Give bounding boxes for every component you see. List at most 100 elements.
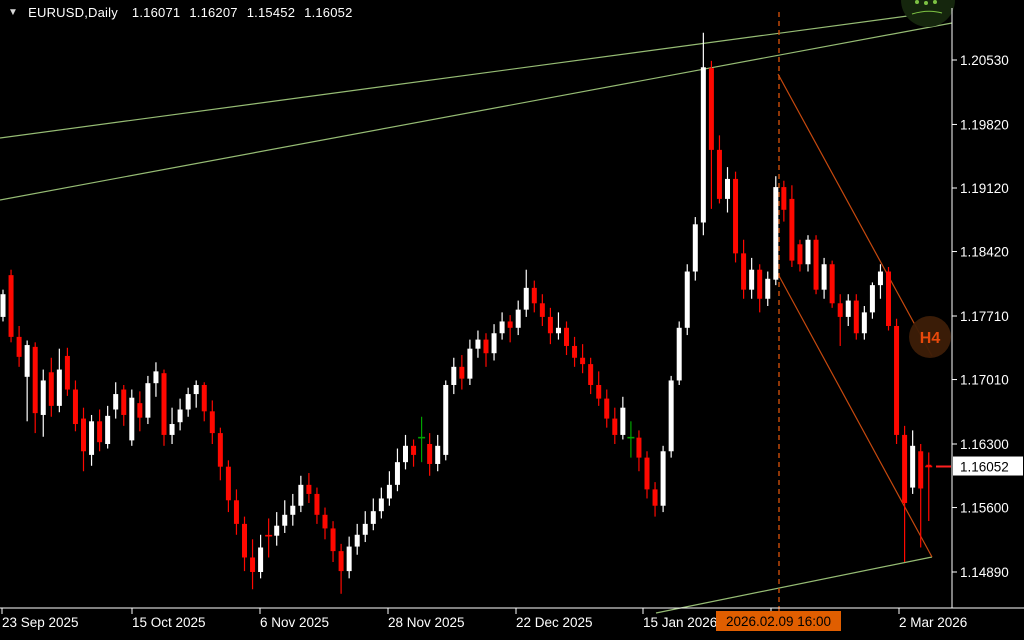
candle-body (829, 264, 835, 304)
candle-body (644, 457, 650, 490)
candle-body (902, 434, 908, 504)
chart-symbol-period: EURUSD,Daily (28, 5, 118, 20)
time-axis-label: 6 Nov 2025 (260, 615, 329, 630)
candle-body (604, 398, 610, 419)
candle-body (588, 364, 594, 385)
candle-body (443, 384, 449, 455)
price-axis-label: 1.19820 (960, 117, 1009, 132)
ohlc-open: 1.16071 (131, 5, 181, 20)
candle-body (805, 239, 811, 265)
candle-body (322, 514, 328, 529)
candle-body (427, 444, 433, 464)
candle-body (233, 500, 239, 524)
ohlc-low: 1.15452 (246, 5, 296, 20)
price-axis-label: 1.19120 (960, 181, 1009, 196)
candle-body (411, 445, 417, 455)
green-channel-lower-line[interactable] (0, 22, 953, 201)
ohlc-high: 1.16207 (189, 5, 238, 20)
green-support-line[interactable] (655, 556, 933, 614)
red-channel-lower-line[interactable] (777, 273, 933, 558)
candle-body (781, 187, 787, 210)
chart-menu-arrow-icon[interactable]: ▼ (8, 6, 19, 18)
current-price-box (953, 456, 1023, 476)
candle-body (153, 371, 159, 384)
current-price-label: 1.16052 (960, 460, 1009, 475)
candle-body (242, 523, 247, 558)
watermark-logo-dot-icon (924, 1, 928, 5)
candle-body (193, 384, 199, 395)
candle-body (894, 325, 900, 435)
candle-body (137, 403, 143, 418)
candle-body (676, 327, 682, 381)
candle-body (225, 466, 231, 501)
h4-timeframe-badge[interactable] (909, 316, 951, 358)
candle-body (354, 534, 360, 547)
candle-body (773, 187, 779, 280)
candle-body (547, 316, 553, 334)
price-axis-label: 1.17010 (960, 373, 1009, 388)
candle-body (797, 244, 803, 265)
candle-body (636, 437, 642, 458)
candle-body (24, 345, 30, 377)
candle-body (741, 253, 747, 290)
candle-body (483, 339, 489, 354)
candle-body (258, 547, 264, 572)
candle-body (298, 484, 304, 506)
candle-body (201, 384, 207, 412)
candle-body (652, 489, 658, 506)
candle-body (459, 366, 465, 379)
candle-body (877, 271, 883, 286)
candle-body (121, 389, 127, 415)
time-axis-label: 2 Mar 2026 (899, 615, 967, 630)
candle-body (290, 505, 296, 515)
candle-body (161, 373, 167, 435)
price-axis-label: 1.20530 (960, 53, 1009, 68)
watermark-logo-swoosh-icon (911, 10, 943, 15)
candle-body (81, 418, 86, 452)
candle-body (733, 178, 739, 254)
ohlc-close: 1.16052 (304, 5, 353, 20)
candle-body (926, 464, 932, 467)
candle-body (394, 462, 400, 485)
candle-body (0, 294, 6, 317)
candle-body (861, 312, 867, 334)
candle-body (32, 346, 38, 414)
candle-body (886, 271, 891, 326)
candle-body (330, 528, 336, 552)
chart-title-bar: ▼ EURUSD,Daily 1.16071 1.16207 1.15452 1… (8, 5, 362, 20)
green-channel-upper-line[interactable] (0, 9, 953, 139)
candle-body (564, 327, 569, 346)
time-axis-label: 22 Dec 2025 (516, 615, 593, 630)
price-axis-label: 1.16300 (960, 437, 1009, 452)
candle-body (869, 285, 875, 313)
candle-body (499, 321, 505, 334)
candle-body (306, 484, 312, 494)
candle-body (749, 269, 755, 290)
candle-body (362, 523, 368, 535)
candle-body (16, 336, 22, 357)
watermark-logo-dot-icon (933, 0, 937, 4)
candle-body (370, 511, 376, 524)
watermark-logo (901, 0, 955, 27)
vline-date-label: 2026.02.09 16:00 (726, 614, 831, 629)
price-axis-label: 1.17710 (960, 309, 1009, 324)
candle-body (572, 345, 578, 358)
candle-body (8, 275, 14, 337)
candle-body (48, 372, 54, 406)
price-axis-label: 1.15600 (960, 501, 1009, 516)
time-axis-label: 28 Nov 2025 (388, 615, 465, 630)
candle-body (209, 411, 215, 434)
candle-body (72, 389, 78, 425)
vline-date-label-box (716, 611, 841, 631)
h4-timeframe-badge-label: H4 (920, 330, 941, 347)
candle-body (789, 198, 795, 261)
candle-body (105, 415, 111, 444)
candle-body (346, 546, 352, 572)
candle-body (338, 551, 344, 572)
red-channel-upper-line[interactable] (777, 73, 933, 357)
candle-body (217, 433, 223, 467)
candle-body (708, 68, 714, 150)
